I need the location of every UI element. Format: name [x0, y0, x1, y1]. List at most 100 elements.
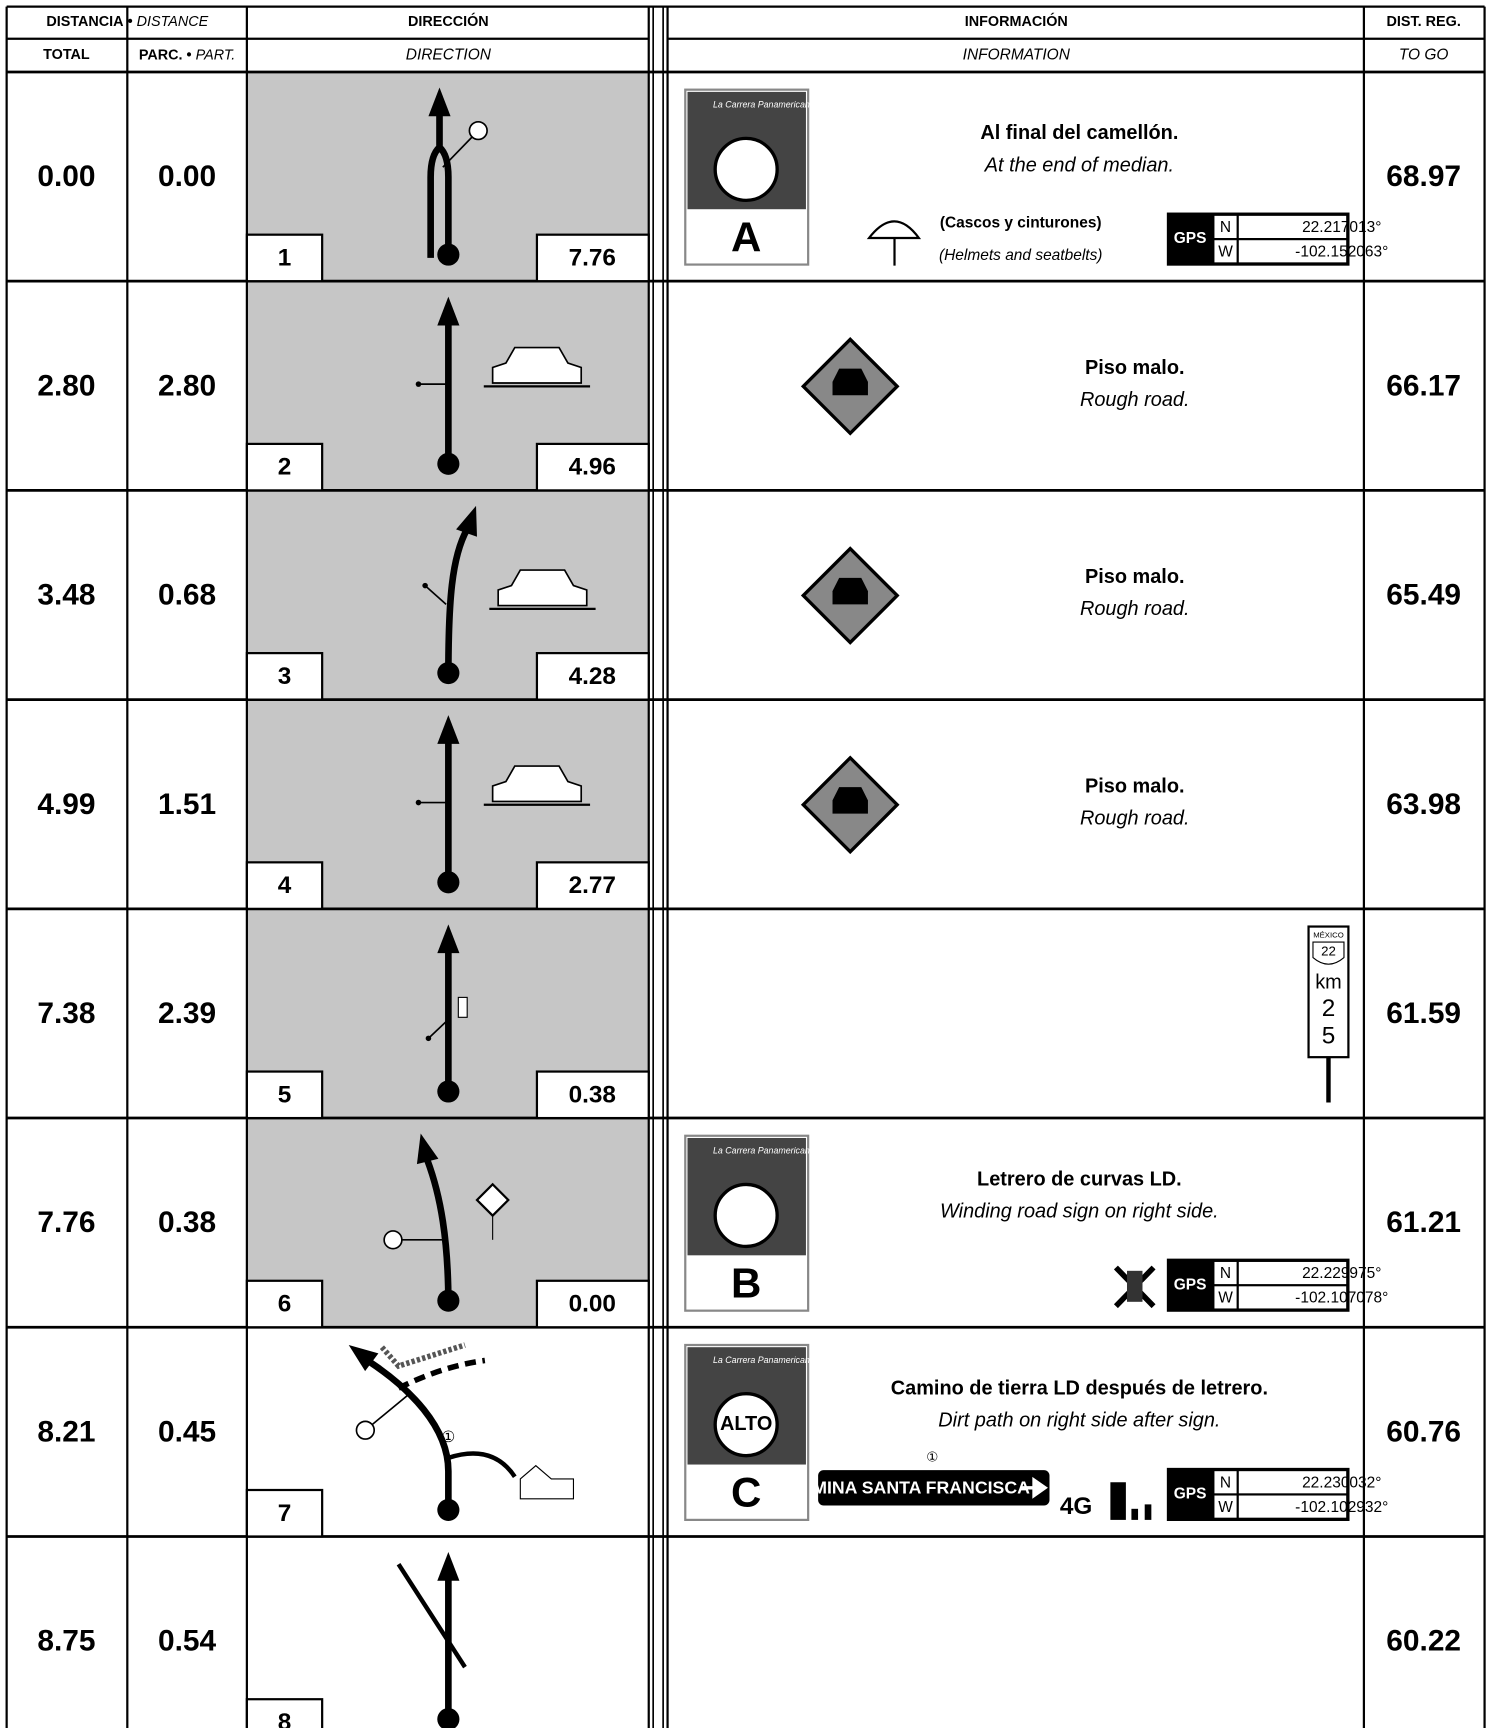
gps-axis: N — [1220, 219, 1231, 236]
to-go: 63.98 — [1386, 788, 1461, 821]
gps-value: 22.229975° — [1302, 1265, 1381, 1282]
gps-value: 22.230032° — [1302, 1474, 1381, 1491]
poi — [383, 1230, 403, 1250]
route — [424, 1158, 452, 1305]
sign-car — [832, 577, 868, 605]
next-distance: 4.96 — [569, 454, 616, 481]
partial-distance: 2.39 — [158, 997, 216, 1030]
gps-cell — [1238, 1471, 1347, 1494]
next-box — [535, 442, 650, 492]
junction-ref: ① — [926, 1449, 938, 1464]
header-dist-reg: DIST. REG. — [1387, 14, 1461, 30]
info-subtitle: Rough road. — [1080, 598, 1190, 620]
poi — [468, 120, 488, 141]
logo-circle — [713, 136, 779, 203]
side-road — [427, 1018, 449, 1039]
partial-distance: 0.38 — [158, 1206, 216, 1239]
gps-label: GPS — [1174, 1276, 1207, 1293]
partial-distance: 0.45 — [158, 1415, 216, 1448]
header-information: INFORMACIÓN — [965, 12, 1068, 30]
gps-cell — [1214, 1286, 1237, 1309]
arrow-head — [437, 715, 460, 744]
step-box — [245, 652, 324, 701]
info-title: Piso malo. — [1085, 357, 1185, 379]
total-distance: 0.00 — [37, 160, 95, 193]
car-icon — [491, 765, 583, 803]
to-go: 60.76 — [1386, 1415, 1461, 1448]
next-box — [535, 1279, 650, 1329]
sign-car — [832, 787, 868, 814]
route — [445, 527, 471, 677]
header-information-en: INFORMATION — [963, 46, 1071, 63]
header-direction-en: DIRECTION — [406, 46, 492, 63]
to-go: 65.49 — [1386, 579, 1461, 612]
next-box — [535, 861, 650, 910]
poi — [425, 1035, 432, 1042]
gps-cell — [1238, 1261, 1347, 1285]
curve-sign — [475, 1182, 510, 1218]
total-distance: 8.21 — [37, 1415, 95, 1448]
km-digit: 5 — [1322, 1023, 1336, 1050]
info-title: Letrero de curvas LD. — [977, 1168, 1182, 1190]
gps-cell — [1238, 240, 1347, 263]
header-direction: DIRECCIÓN — [408, 12, 489, 30]
next-distance: 0.00 — [569, 1291, 616, 1318]
start-dot — [437, 1708, 460, 1728]
gps-cell — [1214, 240, 1237, 263]
label: DISTANCIA — [46, 14, 123, 30]
start-dot — [437, 871, 460, 894]
gps-axis: N — [1220, 1474, 1231, 1491]
to-go: 66.17 — [1386, 369, 1461, 402]
phone — [1126, 1270, 1143, 1302]
step-box — [245, 1698, 324, 1728]
partial-distance: 0.00 — [158, 160, 216, 193]
to-go: 61.59 — [1386, 997, 1461, 1030]
gps-cell — [1238, 1495, 1347, 1518]
info-title: Piso malo. — [1085, 775, 1185, 797]
gps-cell — [1214, 215, 1237, 239]
arrow-head — [437, 1551, 460, 1581]
helmet-icon — [866, 220, 922, 266]
step-number: 5 — [278, 1081, 292, 1108]
marker-letter: C — [731, 1469, 761, 1516]
step-box — [245, 1279, 324, 1329]
label: DISTANCE — [137, 14, 209, 30]
church — [519, 1464, 575, 1500]
header-to-go: TO GO — [1399, 46, 1449, 63]
next-distance: 7.76 — [569, 244, 616, 271]
step-box — [245, 442, 324, 492]
gps-axis: W — [1218, 243, 1233, 260]
signal-bar — [1131, 1508, 1139, 1520]
logo-text: La Carrera Panamericana — [713, 100, 815, 110]
step-number: 7 — [278, 1500, 292, 1527]
note-en: (Helmets and seatbelts) — [939, 247, 1103, 264]
stop-text: ALTO — [720, 1413, 772, 1435]
car-icon — [491, 346, 583, 384]
info-subtitle: Dirt path on right side after sign. — [938, 1410, 1220, 1432]
arrow-head — [416, 1133, 439, 1165]
step-number: 1 — [278, 244, 292, 271]
logo-circle — [713, 1392, 779, 1458]
next-distance: 2.77 — [569, 872, 616, 899]
total-distance: 8.75 — [37, 1625, 95, 1658]
separator: • — [128, 14, 133, 30]
total-distance: 4.99 — [37, 788, 95, 821]
marker-letter: B — [731, 1259, 761, 1306]
route — [427, 114, 452, 258]
shield — [1312, 941, 1345, 965]
gps-cell — [1238, 1286, 1347, 1309]
step-box — [245, 1070, 324, 1120]
to-go: 68.97 — [1386, 160, 1461, 193]
logo-text: La Carrera Panamericana — [713, 1146, 815, 1156]
info-title: Piso malo. — [1085, 566, 1185, 588]
gps-cell — [1214, 1261, 1237, 1285]
total-distance: 7.38 — [37, 997, 95, 1030]
sign-arrow — [1020, 1476, 1048, 1499]
info-subtitle: Rough road. — [1080, 389, 1190, 411]
start-dot — [437, 452, 460, 475]
to-go: 60.22 — [1386, 1625, 1461, 1658]
gps-value: -102.107078° — [1295, 1290, 1388, 1307]
step-box — [245, 233, 324, 283]
